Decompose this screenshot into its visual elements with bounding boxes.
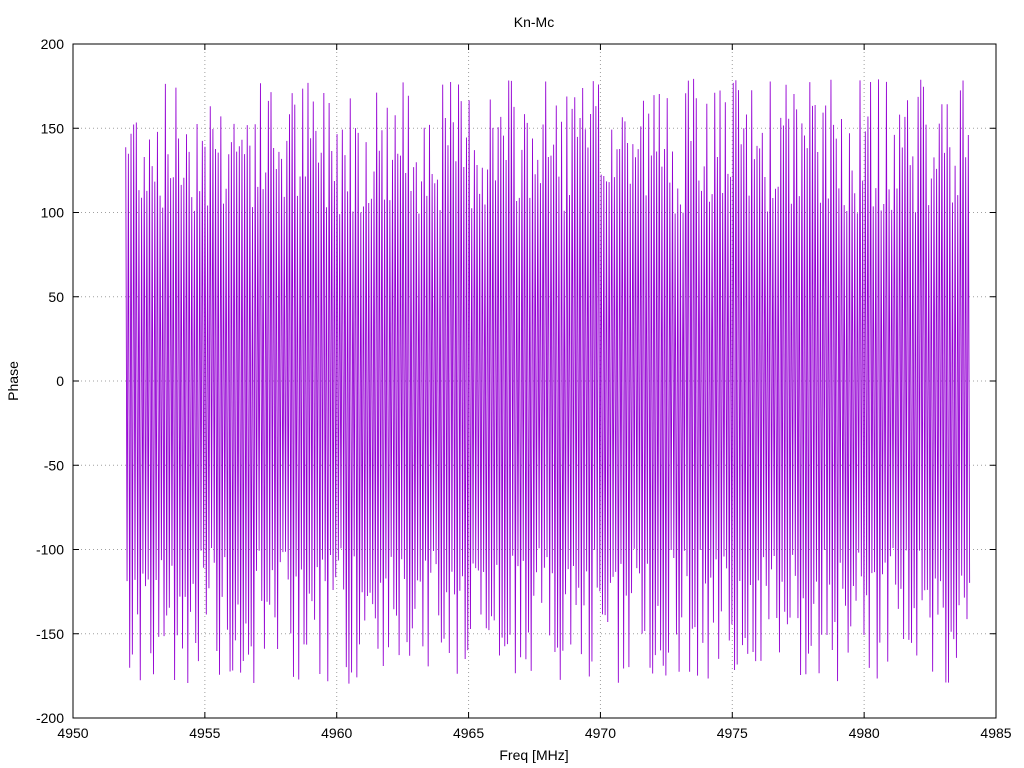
series-line [125,78,971,684]
y-tick-label: 0 [56,373,64,389]
chart-title: Kn-Mc [514,14,554,30]
y-tick-label: -50 [44,457,64,473]
x-tick-label: 4950 [57,725,88,741]
x-tick-label: 4970 [585,725,616,741]
y-axis: -200 -150 -100 -50 0 50 100 150 200 [36,36,996,726]
x-tick-label: 4985 [980,725,1011,741]
y-axis-label: Phase [5,361,21,401]
x-tick-label: 4955 [189,725,220,741]
y-tick-label: 100 [41,205,65,221]
y-tick-label: 200 [41,36,65,52]
x-axis-label: Freq [MHz] [499,747,568,763]
y-tick-label: 150 [41,120,65,136]
x-tick-label: 4980 [849,725,880,741]
phase-series-line [125,78,971,684]
x-tick-label: 4975 [717,725,748,741]
y-tick-label: -200 [36,710,64,726]
y-tick-label: -150 [36,626,64,642]
x-tick-label: 4960 [321,725,352,741]
x-tick-label: 4965 [453,725,484,741]
y-tick-label: 50 [48,289,64,305]
x-axis: 4950 4955 4960 4965 4970 4975 4980 4985 [57,44,1012,741]
y-tick-label: -100 [36,542,64,558]
